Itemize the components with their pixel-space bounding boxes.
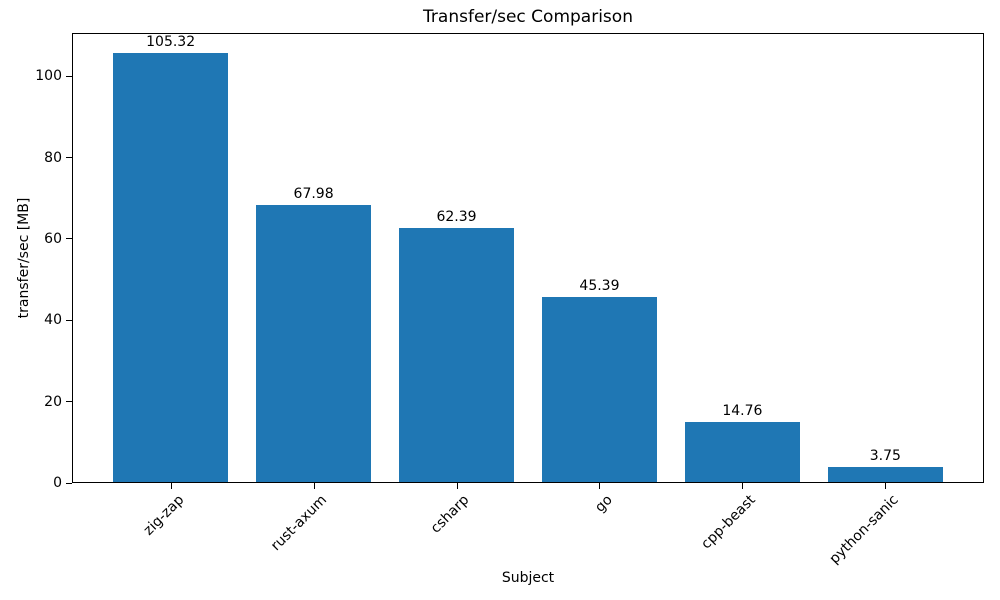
y-axis-label: transfer/sec [MB] bbox=[16, 197, 32, 319]
bar bbox=[113, 53, 228, 482]
y-tick-label: 20 bbox=[44, 393, 62, 410]
x-axis-label: Subject bbox=[501, 570, 555, 586]
x-tick bbox=[313, 483, 315, 489]
bar bbox=[399, 228, 514, 482]
bar bbox=[828, 466, 943, 482]
bar-value-label: 3.75 bbox=[869, 447, 901, 464]
bar-value-label: 67.98 bbox=[293, 186, 334, 203]
x-tick bbox=[170, 483, 172, 489]
x-tick-label: csharp bbox=[428, 492, 473, 537]
y-tick-label: 40 bbox=[44, 312, 62, 329]
x-tick bbox=[456, 483, 458, 489]
y-tick bbox=[66, 319, 72, 321]
y-tick-label: 80 bbox=[44, 149, 62, 166]
plot-area bbox=[72, 33, 984, 483]
x-tick-label: python-sanic bbox=[826, 492, 902, 568]
bar-value-label: 45.39 bbox=[579, 278, 620, 295]
y-tick bbox=[66, 401, 72, 403]
y-tick-label: 0 bbox=[53, 475, 62, 491]
bar-value-label: 14.76 bbox=[722, 402, 763, 419]
y-tick-label: 60 bbox=[44, 230, 62, 247]
x-tick-label: zig-zap bbox=[140, 492, 187, 539]
bar bbox=[542, 297, 657, 482]
bar-value-label: 62.39 bbox=[436, 209, 477, 226]
bar bbox=[685, 421, 800, 482]
x-tick-label: rust-axum bbox=[267, 492, 330, 555]
y-tick bbox=[66, 157, 72, 158]
x-tick bbox=[742, 483, 744, 489]
x-tick bbox=[885, 483, 887, 489]
chart-title: Transfer/sec Comparison bbox=[423, 7, 633, 27]
bar bbox=[256, 205, 371, 482]
y-tick bbox=[66, 238, 72, 240]
bar-value-label: 105.32 bbox=[146, 34, 196, 51]
y-tick bbox=[66, 75, 72, 77]
x-tick-label: go bbox=[592, 492, 616, 516]
y-tick bbox=[66, 482, 72, 484]
x-tick bbox=[599, 483, 601, 489]
x-tick-label: cpp-beast bbox=[698, 492, 759, 553]
y-tick-label: 100 bbox=[35, 68, 62, 85]
